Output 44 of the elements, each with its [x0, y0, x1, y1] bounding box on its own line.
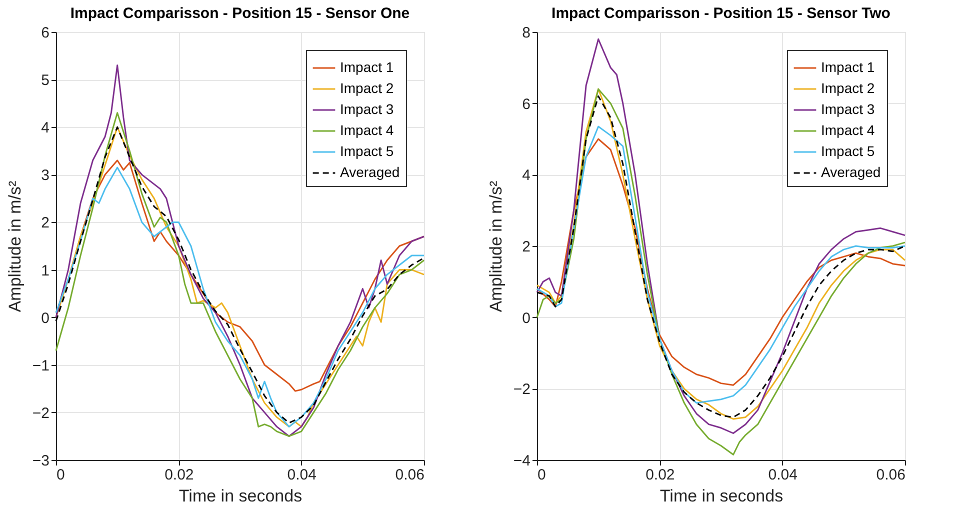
y-tick-label: 4 — [41, 120, 50, 137]
legend-label: Impact 5 — [821, 143, 875, 159]
legend-label: Impact 5 — [340, 143, 394, 159]
y-tick-label: −2 — [513, 381, 530, 398]
line-series — [536, 38, 906, 434]
y-tick-label: −1 — [32, 357, 50, 374]
x-tick-label: 0.04 — [768, 466, 798, 484]
y-tick-label: 2 — [522, 238, 530, 256]
y-tick-label: 6 — [41, 24, 50, 42]
legend-label: Impact 4 — [821, 122, 875, 138]
legend-label: Impact 1 — [821, 59, 875, 75]
y-tick-label: 3 — [41, 167, 50, 184]
legend-label: Averaged — [821, 164, 881, 180]
x-tick-label: 0.02 — [646, 466, 675, 484]
y-tick-label: 6 — [522, 96, 530, 113]
y-tick-label: 2 — [41, 214, 50, 232]
legend-label: Averaged — [340, 164, 400, 180]
x-axis-title: Time in seconds — [178, 486, 302, 506]
chart-title: Impact Comparisson - Position 15 - Sensor Two — [552, 5, 890, 22]
legend-label: Impact 2 — [821, 80, 875, 96]
y-tick-label: 4 — [522, 167, 530, 184]
y-tick-label: 0 — [41, 310, 50, 327]
legend-label: Impact 1 — [340, 59, 394, 75]
y-axis-title: Amplitude in m/s² — [5, 180, 24, 312]
y-tick-label: 8 — [522, 24, 530, 42]
x-tick-label: 0.04 — [287, 466, 316, 484]
y-tick-label: −4 — [513, 452, 530, 470]
y-tick-label: 5 — [41, 72, 50, 90]
legend-label: Impact 2 — [340, 80, 394, 96]
legend-label: Impact 3 — [821, 101, 875, 117]
y-tick-label: 1 — [41, 262, 50, 280]
x-tick-label: 0.06 — [876, 466, 906, 484]
y-tick-label: −2 — [32, 404, 50, 422]
x-tick-label: 0.06 — [395, 466, 424, 484]
x-tick-label: 0 — [56, 466, 65, 484]
x-axis-title: Time in seconds — [660, 486, 784, 506]
y-tick-label: 0 — [522, 310, 530, 327]
legend-label: Impact 3 — [340, 101, 394, 117]
x-tick-label: 0 — [538, 466, 546, 484]
legend-label: Impact 4 — [340, 122, 394, 138]
x-tick-label: 0.02 — [164, 466, 194, 484]
y-tick-label: −3 — [32, 452, 50, 470]
y-axis-title: Amplitude in m/s² — [486, 180, 506, 312]
chart-title: Impact Comparisson - Position 15 - Sensor One — [70, 5, 410, 22]
